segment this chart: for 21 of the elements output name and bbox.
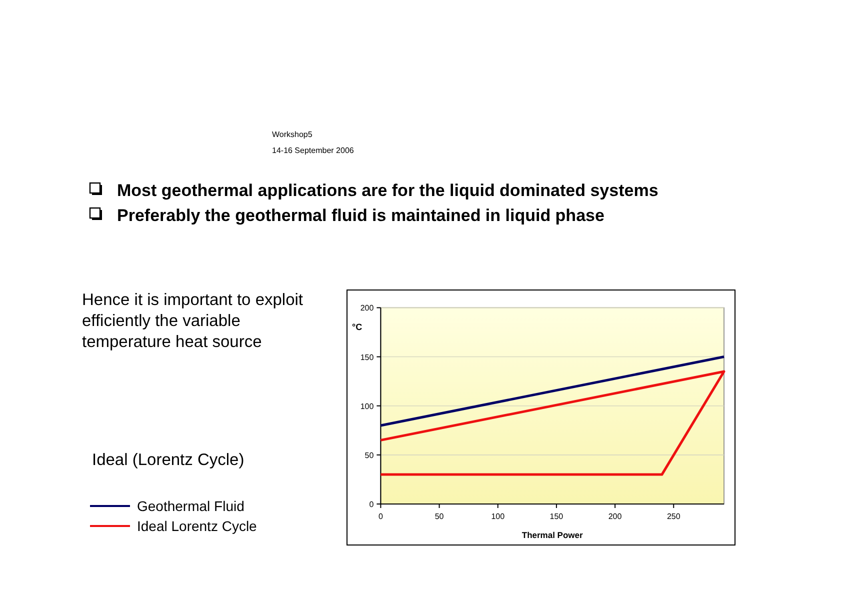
y-tick-label: 100 bbox=[360, 402, 374, 411]
y-tick-label: 200 bbox=[360, 304, 374, 313]
x-tick-label: 200 bbox=[608, 512, 622, 521]
x-axis-title: Thermal Power bbox=[522, 530, 584, 540]
text: Hence it is important to exploit efficiently the variable temperature heat source bbox=[82, 291, 304, 351]
y-tick-label: 50 bbox=[364, 450, 374, 460]
y-axis-title: °C bbox=[352, 322, 363, 332]
x-tick-label: 0 bbox=[378, 512, 384, 521]
text: 14-16 September 2006 bbox=[272, 146, 354, 155]
x-tick-label: 250 bbox=[666, 512, 681, 521]
y-tick-label: 150 bbox=[360, 352, 374, 362]
legend-label: Ideal Lorentz Cycle bbox=[137, 518, 258, 534]
legend-title: Ideal (Lorentz Cycle) bbox=[92, 451, 244, 469]
y-tick-label: 0 bbox=[369, 500, 374, 509]
chart-title: Most geothermal applications are for the liquid dominated systems bbox=[117, 181, 658, 200]
chart-subtitle: Preferably the geothermal fluid is maintained in liquid phase bbox=[117, 206, 604, 225]
x-tick-label: 50 bbox=[434, 512, 444, 521]
legend-label: Geothermal Fluid bbox=[137, 498, 244, 514]
x-tick-label: 150 bbox=[550, 512, 564, 521]
x-tick-label: 100 bbox=[491, 512, 506, 521]
text: Workshop5 bbox=[272, 130, 313, 139]
